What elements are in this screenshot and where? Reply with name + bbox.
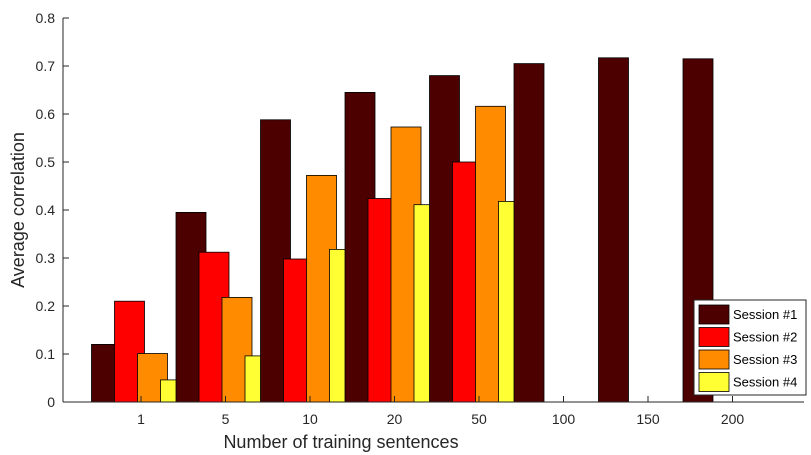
legend-swatch-1 xyxy=(698,304,730,325)
y-tick-label: 0 xyxy=(47,394,55,410)
x-tick-label: 20 xyxy=(387,411,403,427)
x-axis-label: Number of training sentences xyxy=(223,432,458,452)
y-tick-label: 0.8 xyxy=(36,10,56,26)
bars-group xyxy=(91,57,714,403)
legend-swatch-3 xyxy=(698,349,730,370)
legend-label-1: Session #1 xyxy=(733,307,797,322)
legend-swatch-4 xyxy=(698,372,730,392)
y-tick-label: 0.3 xyxy=(36,250,56,266)
y-axis-label: Average correlation xyxy=(8,132,28,288)
legend-swatch-2 xyxy=(698,327,730,347)
x-tick-label: 150 xyxy=(636,411,660,427)
x-tick-label: 10 xyxy=(302,411,318,427)
y-tick-label: 0.1 xyxy=(36,346,56,362)
x-tick-label: 1 xyxy=(137,411,145,427)
x-tick-label: 50 xyxy=(471,411,487,427)
legend-label-4: Session #4 xyxy=(733,375,797,390)
y-tick-label: 0.7 xyxy=(36,58,56,74)
y-tick-label: 0.2 xyxy=(36,298,56,314)
legend-label-3: Session #3 xyxy=(733,352,797,367)
y-tick-label: 0.6 xyxy=(36,106,56,122)
ticks-group: 0 0.1 0.2 0.3 0.4 0.5 0.6 0.7 0.8 1 5 10 20 50 100 150 2… xyxy=(36,10,745,427)
bar-1-100 xyxy=(513,63,545,403)
x-tick-label: 100 xyxy=(552,411,576,427)
legend: Session #1 Session #2 Session #3 Session #4 xyxy=(693,299,807,396)
legend-label-2: Session #2 xyxy=(733,330,797,345)
x-tick-label: 200 xyxy=(721,411,745,427)
bar-1-150 xyxy=(598,57,629,403)
x-tick-label: 5 xyxy=(222,411,230,427)
y-tick-label: 0.5 xyxy=(36,154,56,170)
y-tick-label: 0.4 xyxy=(36,202,56,218)
